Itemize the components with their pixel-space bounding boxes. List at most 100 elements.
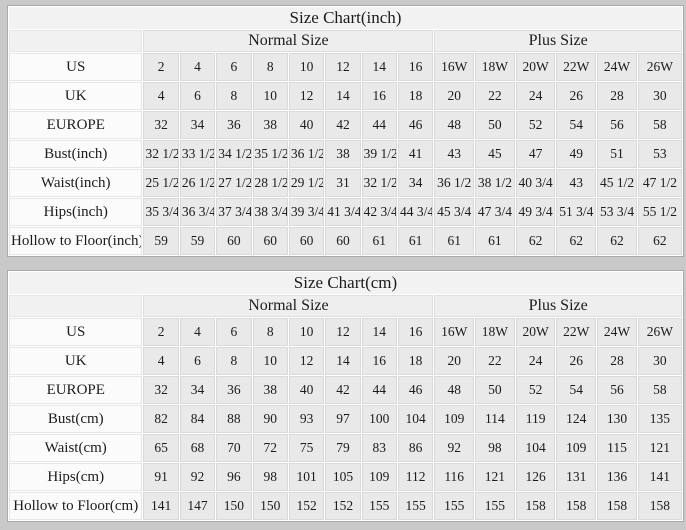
size-value-cell: 98 bbox=[252, 463, 288, 491]
size-value-cell: 16W bbox=[434, 318, 475, 346]
table-gap bbox=[7, 257, 684, 270]
size-value-cell: 105 bbox=[325, 463, 361, 491]
size-value-cell: 115 bbox=[597, 434, 637, 462]
table-row: Hollow to Floor(cm) 141 147 150 150 152 152 155… bbox=[9, 492, 682, 520]
size-value-cell: 150 bbox=[216, 492, 252, 520]
size-value-cell: 60 bbox=[288, 227, 325, 255]
size-value-cell: 152 bbox=[288, 492, 325, 520]
size-value-cell: 62 bbox=[637, 227, 682, 255]
size-value-cell: 44 bbox=[361, 376, 397, 404]
size-value-cell: 62 bbox=[515, 227, 556, 255]
size-value-cell: 41 3/4 bbox=[325, 198, 361, 226]
size-value-cell: 147 bbox=[179, 492, 216, 520]
size-value-cell: 50 bbox=[475, 376, 515, 404]
size-value-cell: 88 bbox=[216, 405, 252, 433]
size-value-cell: 59 bbox=[179, 227, 216, 255]
table-title: Size Chart(inch) bbox=[9, 7, 682, 29]
size-value-cell: 112 bbox=[397, 463, 434, 491]
size-value-cell: 61 bbox=[434, 227, 475, 255]
size-value-cell: 36 3/4 bbox=[179, 198, 216, 226]
table-row: Hips(cm) 91 92 96 98 101 105 109 112 116 121 126 131… bbox=[9, 463, 682, 491]
size-value-cell: 75 bbox=[288, 434, 325, 462]
size-value-cell: 36 1/2 bbox=[288, 140, 325, 168]
size-value-cell: 51 3/4 bbox=[556, 198, 597, 226]
size-value-cell: 6 bbox=[179, 82, 216, 110]
size-value-cell: 43 bbox=[434, 140, 475, 168]
size-value-cell: 39 1/2 bbox=[361, 140, 397, 168]
size-value-cell: 60 bbox=[252, 227, 288, 255]
size-value-cell: 79 bbox=[325, 434, 361, 462]
size-value-cell: 20 bbox=[434, 82, 475, 110]
size-value-cell: 54 bbox=[556, 111, 597, 139]
size-value-cell: 16 bbox=[361, 347, 397, 375]
size-value-cell: 16 bbox=[397, 53, 434, 81]
size-value-cell: 50 bbox=[475, 111, 515, 139]
size-value-cell: 155 bbox=[361, 492, 397, 520]
size-value-cell: 51 bbox=[597, 140, 637, 168]
size-value-cell: 158 bbox=[556, 492, 597, 520]
size-value-cell: 47 1/2 bbox=[637, 169, 682, 197]
size-value-cell: 12 bbox=[325, 53, 361, 81]
size-value-cell: 38 bbox=[325, 140, 361, 168]
size-value-cell: 48 bbox=[434, 376, 475, 404]
size-value-cell: 158 bbox=[515, 492, 556, 520]
size-value-cell: 42 3/4 bbox=[361, 198, 397, 226]
size-value-cell: 4 bbox=[143, 347, 179, 375]
row-label: US bbox=[9, 53, 143, 81]
size-value-cell: 22 bbox=[475, 347, 515, 375]
size-value-cell: 26W bbox=[637, 53, 682, 81]
size-value-cell: 65 bbox=[143, 434, 179, 462]
size-value-cell: 14 bbox=[361, 318, 397, 346]
size-value-cell: 62 bbox=[556, 227, 597, 255]
size-value-cell: 54 bbox=[556, 376, 597, 404]
table-title-row: Size Chart(inch) bbox=[9, 7, 682, 29]
size-value-cell: 38 bbox=[252, 376, 288, 404]
size-value-cell: 104 bbox=[515, 434, 556, 462]
size-value-cell: 72 bbox=[252, 434, 288, 462]
size-value-cell: 26 1/2 bbox=[179, 169, 216, 197]
row-label: Hips(inch) bbox=[9, 198, 143, 226]
size-value-cell: 136 bbox=[597, 463, 637, 491]
size-value-cell: 20 bbox=[434, 347, 475, 375]
size-value-cell: 60 bbox=[325, 227, 361, 255]
size-value-cell: 38 1/2 bbox=[475, 169, 515, 197]
size-value-cell: 35 3/4 bbox=[143, 198, 179, 226]
size-value-cell: 32 bbox=[143, 376, 179, 404]
size-value-cell: 29 1/2 bbox=[288, 169, 325, 197]
size-value-cell: 46 bbox=[397, 111, 434, 139]
size-value-cell: 61 bbox=[475, 227, 515, 255]
size-value-cell: 12 bbox=[288, 82, 325, 110]
size-value-cell: 155 bbox=[397, 492, 434, 520]
size-value-cell: 38 3/4 bbox=[252, 198, 288, 226]
size-value-cell: 12 bbox=[288, 347, 325, 375]
column-group-header: Plus Size bbox=[434, 30, 682, 52]
size-value-cell: 24 bbox=[515, 347, 556, 375]
size-value-cell: 28 bbox=[597, 347, 637, 375]
size-value-cell: 8 bbox=[216, 82, 252, 110]
table-title-row: Size Chart(cm) bbox=[9, 272, 682, 294]
size-value-cell: 48 bbox=[434, 111, 475, 139]
size-value-cell: 6 bbox=[216, 53, 252, 81]
table-row: US 2 4 6 8 10 12 14 16 16W 18W 20W 22W 24W 26W bbox=[9, 53, 682, 81]
size-value-cell: 18W bbox=[475, 53, 515, 81]
column-group-header: Normal Size bbox=[143, 295, 434, 317]
size-value-cell: 44 3/4 bbox=[397, 198, 434, 226]
size-value-cell: 104 bbox=[397, 405, 434, 433]
size-value-cell: 121 bbox=[637, 434, 682, 462]
size-value-cell: 70 bbox=[216, 434, 252, 462]
size-value-cell: 61 bbox=[361, 227, 397, 255]
size-value-cell: 22W bbox=[556, 318, 597, 346]
size-value-cell: 100 bbox=[361, 405, 397, 433]
size-value-cell: 34 bbox=[179, 111, 216, 139]
size-value-cell: 158 bbox=[597, 492, 637, 520]
size-value-cell: 92 bbox=[434, 434, 475, 462]
size-value-cell: 6 bbox=[179, 347, 216, 375]
size-value-cell: 10 bbox=[288, 318, 325, 346]
size-value-cell: 42 bbox=[325, 376, 361, 404]
size-value-cell: 141 bbox=[637, 463, 682, 491]
size-value-cell: 62 bbox=[597, 227, 637, 255]
size-value-cell: 40 bbox=[288, 111, 325, 139]
size-value-cell: 32 1/2 bbox=[143, 140, 179, 168]
size-value-cell: 83 bbox=[361, 434, 397, 462]
corner-cell bbox=[9, 30, 143, 52]
